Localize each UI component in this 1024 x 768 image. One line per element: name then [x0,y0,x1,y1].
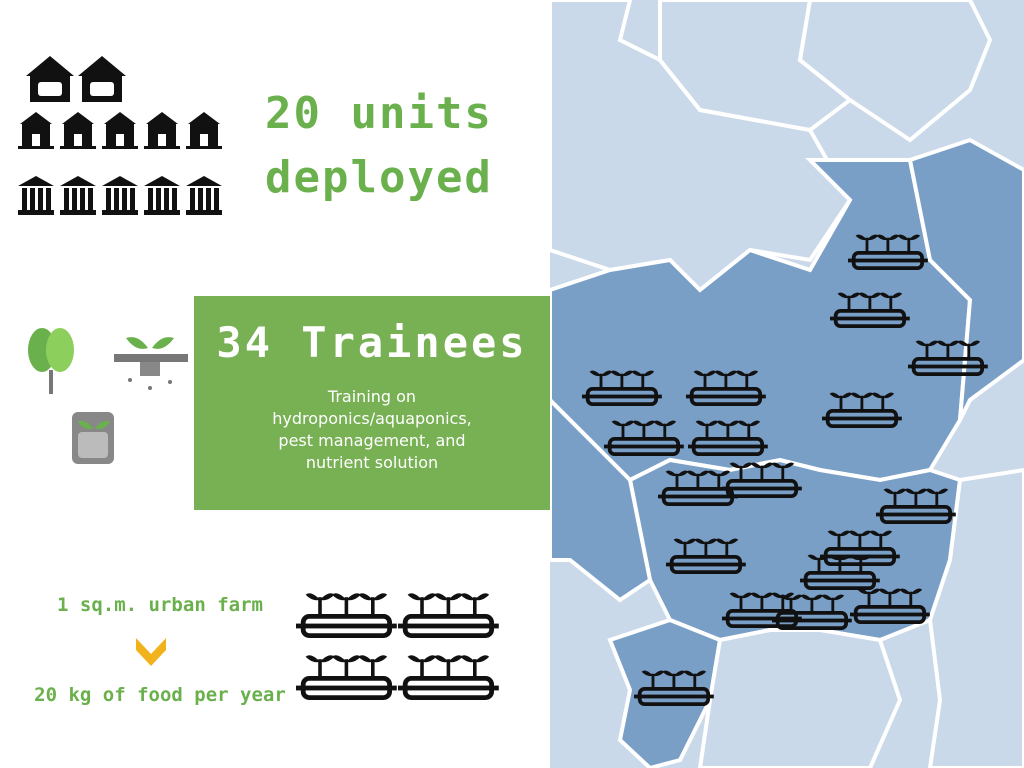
region-map [550,0,1024,768]
hydroponic-tray-icon [722,592,802,629]
hydroponic-tray-icon [908,340,988,377]
map-region-coast [697,628,903,768]
seed-pot-icon [72,412,114,464]
hydroponic-tray-icon [296,655,397,701]
school-icon [18,112,222,149]
hydroponic-tray-icon [296,593,397,639]
training-line-3: pest management, and [278,431,466,450]
farm-yield-label: 20 kg of food per year [34,684,286,706]
map-region-east [907,137,1024,421]
hydroponic-seedling-icon [114,337,188,390]
hydroponic-tray-icon [800,554,880,591]
map-region-west [550,397,653,603]
farming-icons-svg [28,328,188,464]
hydroponic-tray-icon [772,594,852,631]
hydroponic-tray-icon [398,655,499,701]
hydroponic-tray-icon [876,488,956,525]
chevron-down-icon [136,630,166,670]
hydroponic-tray-icon [604,420,684,457]
hydroponic-tray-icon [634,670,714,707]
farming-icons [20,320,195,470]
hydroponic-tray-icon [722,462,802,499]
hydroponic-tray-icon [686,370,766,407]
map-svg [550,0,1024,768]
units-line-2: deployed [265,152,493,203]
units-deployed-heading: 20 units deployed [265,82,535,210]
map-markers [582,234,988,707]
tray-grid-svg [296,593,499,701]
hydroponic-tray-grid [296,590,500,714]
map-region-south-west [607,617,723,768]
hydroponic-tray-icon [582,370,662,407]
hydroponic-tray-icon [822,392,902,429]
trainees-count: 34 Trainees [216,318,528,367]
trainees-panel: 34 Trainees Training on hydroponics/aqua… [194,296,550,510]
units-line-1: 20 units [265,88,493,139]
building-icons-svg [18,56,222,215]
training-line-1: Training on [327,387,417,406]
map-region-south-east [927,467,1024,768]
hydroponic-tray-icon [398,593,499,639]
training-line-4: nutrient solution [305,453,439,472]
training-line-2: hydroponics/aquaponics, [272,409,472,428]
farm-size-label: 1 sq.m. urban farm [57,594,263,616]
building-icons [18,50,233,230]
map-region-far-north [797,0,993,143]
lettuce-icon [28,328,74,394]
hydroponic-tray-icon [830,292,910,329]
hydroponic-tray-icon [850,588,930,625]
handshake-building-icon [26,56,126,102]
training-description: Training on hydroponics/aquaponics, pest… [214,386,530,474]
hydroponic-tray-icon [848,234,928,271]
hydroponic-tray-icon [666,538,746,575]
government-building-icon [18,176,222,215]
hydroponic-tray-icon [688,420,768,457]
